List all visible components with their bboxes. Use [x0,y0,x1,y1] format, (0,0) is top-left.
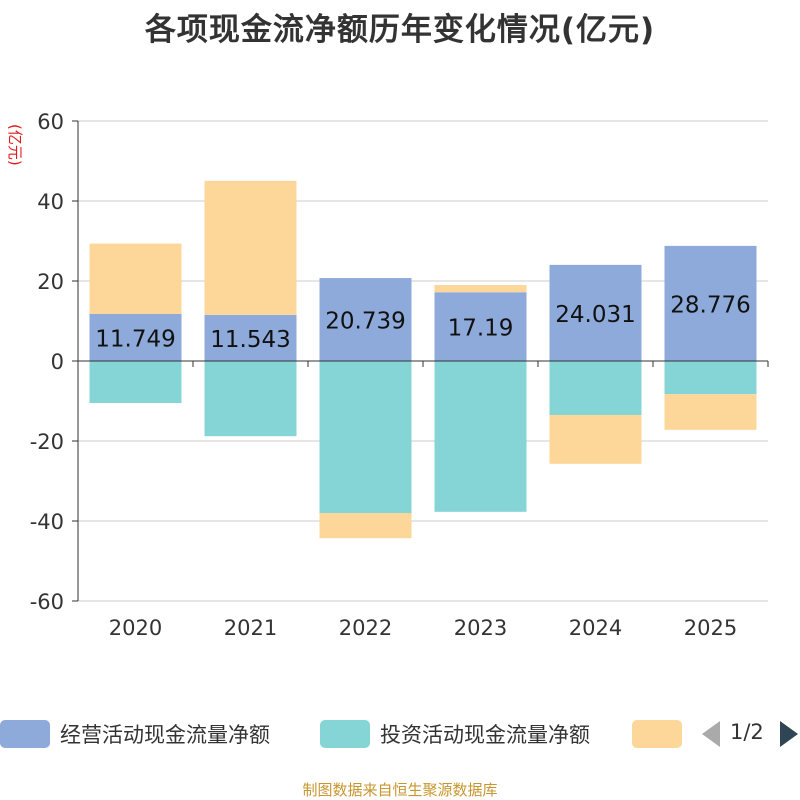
legend-label-investing: 投资活动现金流量净额 [380,723,590,747]
data-label-2021: 11.543 [210,327,290,353]
data-source-note: 制图数据来自恒生聚源数据库 [302,781,498,799]
bar-operating-2020 [89,314,182,361]
bar-investing-2025 [664,361,757,395]
legend: 经营活动现金流量净额 投资活动现金流量净额 1/2 [0,714,800,754]
legend-label-operating: 经营活动现金流量净额 [60,723,270,747]
y-tick-label: 0 [51,350,64,374]
chart-plot: 60 40 20 0 -20 -40 -60 11.749 11.543 20.739 17.19 2… [30,110,769,640]
y-tick-label: -20 [30,430,64,454]
bar-financing-2023 [434,285,527,293]
chart-title: 各项现金流净额历年变化情况(亿元) [144,12,656,48]
bar-investing-2023 [434,361,527,512]
bar-investing-2020 [89,361,182,403]
data-label-2024: 24.031 [555,302,635,328]
bar-operating-2021 [204,314,297,361]
y-tick-label: -40 [30,510,64,534]
bar-financing-2021 [204,180,297,315]
x-tick-label: 2022 [339,616,392,640]
x-tick-label: 2020 [109,616,162,640]
y-tick-label: 20 [37,270,64,294]
y-tick-label: 40 [37,190,64,214]
bar-operating-2022 [319,278,412,361]
bar-financing-2025 [664,394,757,430]
legend-item-financing[interactable] [632,714,682,754]
legend-pager: 1/2 [700,714,800,754]
legend-item-operating[interactable]: 经营活动现金流量净额 [0,714,270,754]
bar-investing-2021 [204,361,297,437]
x-tick-label: 2025 [684,616,737,640]
bar-operating-2024 [549,264,642,361]
y-axis-unit-label: (亿元) [6,124,24,166]
data-label-2022: 20.739 [325,309,405,335]
legend-page-indicator: 1/2 [730,720,764,744]
x-tick-label: 2023 [454,616,507,640]
bar-financing-2022 [319,513,412,539]
y-tick-label: 60 [37,110,64,134]
bar-operating-2025 [664,245,757,361]
bar-financing-2020 [89,243,182,315]
legend-swatch-operating [0,720,50,748]
data-label-2020: 11.749 [95,327,175,353]
bar-investing-2022 [319,361,412,513]
data-label-2023: 17.19 [448,316,514,342]
x-tick-label: 2021 [224,616,277,640]
legend-next-page-icon[interactable] [780,721,798,747]
bar-investing-2024 [549,361,642,415]
y-tick-label: -60 [30,590,64,614]
legend-swatch-financing [632,720,682,748]
legend-item-investing[interactable]: 投资活动现金流量净额 [320,714,590,754]
bar-operating-2023 [434,292,527,361]
data-label-2025: 28.776 [670,292,750,318]
legend-prev-page-icon[interactable] [702,721,720,747]
legend-swatch-investing [320,720,370,748]
x-tick-label: 2024 [569,616,622,640]
bar-financing-2024 [549,415,642,464]
